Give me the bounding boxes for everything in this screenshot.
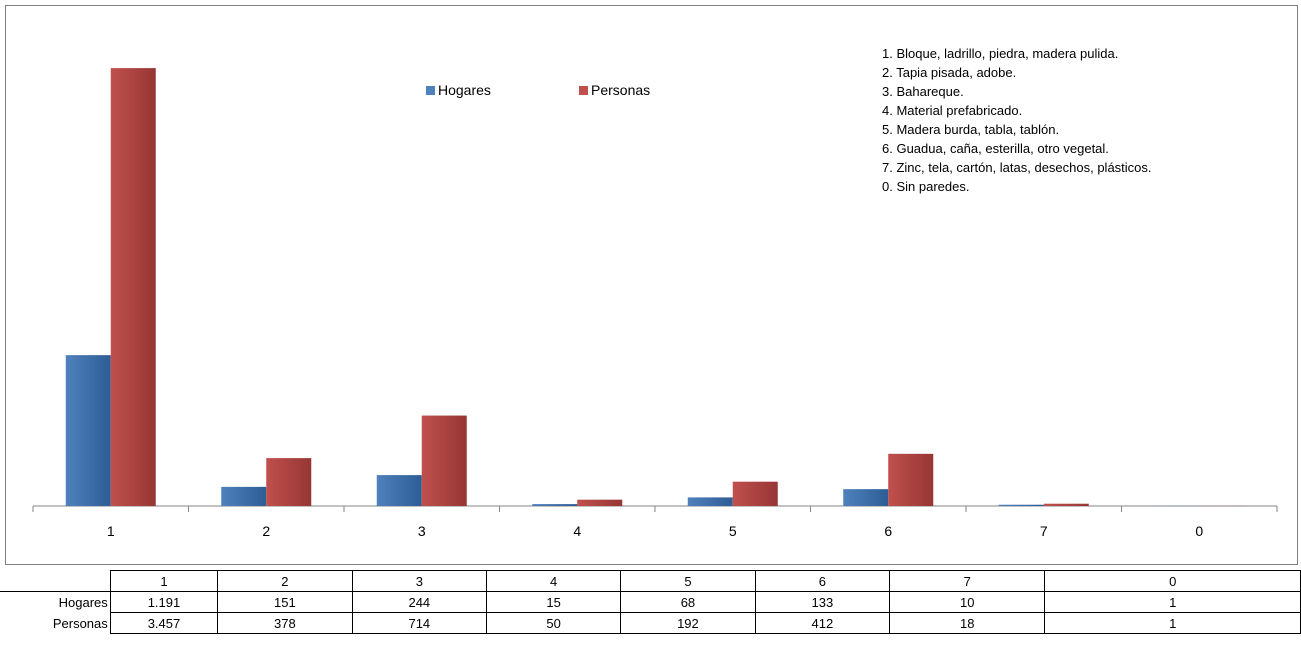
table-header-cell: 0 [1044,570,1301,592]
note-line: 1. Bloque, ladrillo, piedra, madera puli… [882,46,1119,61]
x-tick-label: 4 [573,523,581,539]
x-tick-label: 5 [729,523,737,539]
bar-personas-6 [888,453,934,506]
table-cell: 244 [351,591,488,613]
table-cell: 192 [620,612,756,634]
table-header-cell: 1 [109,570,219,592]
table-cell: 151 [217,591,353,613]
x-tick-label: 2 [262,523,270,539]
table-cell: 1.191 [109,591,219,613]
note-line: 0. Sin paredes. [882,179,970,194]
bar-hogares-1 [65,355,111,506]
legend-swatch-personas [579,85,588,95]
table-cell: 1 [1044,591,1301,613]
data-table: 1 2 3 4 5 6 7 0 Hogares 1.191 151 244 15… [0,570,1301,634]
bar-hogares-5 [687,497,733,506]
bar-personas-4 [577,499,623,506]
bar-hogares-4 [532,504,578,506]
table-header-cell: 7 [889,570,1046,592]
table-cell: 3.457 [109,612,219,634]
bar-personas-1 [110,68,156,506]
bar-personas-5 [732,481,778,506]
table-cell: 18 [889,612,1046,634]
bar-personas-7 [1043,503,1089,506]
bar-personas-3 [421,415,467,506]
table-cell: 412 [754,612,891,634]
table-cell: 378 [217,612,353,634]
x-tick-label: 3 [418,523,426,539]
bar-personas-2 [266,458,312,506]
note-line: 7. Zinc, tela, cartón, latas, desechos, … [882,160,1152,175]
note-line: 2. Tapia pisada, adobe. [882,65,1017,80]
legend-label-personas: Personas [591,82,651,98]
chart-frame: 1 2 3 4 5 6 7 0 Hogares Personas 1. Bloque, lad… [5,5,1298,565]
x-tick-label: 6 [884,523,892,539]
chart-plot: 1 2 3 4 5 6 7 0 [32,68,1278,539]
table-row-label: Personas [0,612,111,634]
table-cell: 50 [486,612,622,634]
table-header-cell: 4 [486,570,622,592]
table-row: Personas 3.457 378 714 50 192 412 18 1 [0,612,1301,634]
table-cell: 714 [351,612,488,634]
legend-item-hogares: Hogares [426,82,491,98]
table-cell: 10 [889,591,1046,613]
table-header-cell: 2 [217,570,353,592]
table-header-row: 1 2 3 4 5 6 7 0 [0,570,1301,592]
note-line: 3. Bahareque. [882,84,964,99]
note-line: 4. Material prefabricado. [882,103,1023,118]
table-row-label: Hogares [0,591,111,613]
bar-hogares-6 [843,489,889,506]
category-notes: 1. Bloque, ladrillo, piedra, madera puli… [882,44,1152,196]
x-tick-label: 1 [107,523,115,539]
table-cell: 1 [1044,612,1301,634]
legend-swatch-hogares [426,85,435,95]
legend-label-hogares: Hogares [438,82,491,98]
table-cell: 15 [486,591,622,613]
note-line: 6. Guadua, caña, esterilla, otro vegetal… [882,141,1109,156]
table-header-cell: 3 [351,570,488,592]
table-cell: 68 [620,591,756,613]
table-cell: 133 [754,591,891,613]
table-row: Hogares 1.191 151 244 15 68 133 10 1 [0,591,1301,613]
bar-hogares-7 [998,504,1044,506]
note-line: 5. Madera burda, tabla, tablón. [882,122,1060,137]
table-header-cell: 5 [620,570,756,592]
legend-item-personas: Personas [579,82,650,98]
x-tick-label: 7 [1040,523,1048,539]
x-tick-label: 0 [1195,523,1203,539]
table-header-cell: 6 [754,570,891,592]
table-corner-cell [0,570,111,592]
bar-hogares-3 [376,475,422,506]
bar-hogares-2 [221,486,267,506]
